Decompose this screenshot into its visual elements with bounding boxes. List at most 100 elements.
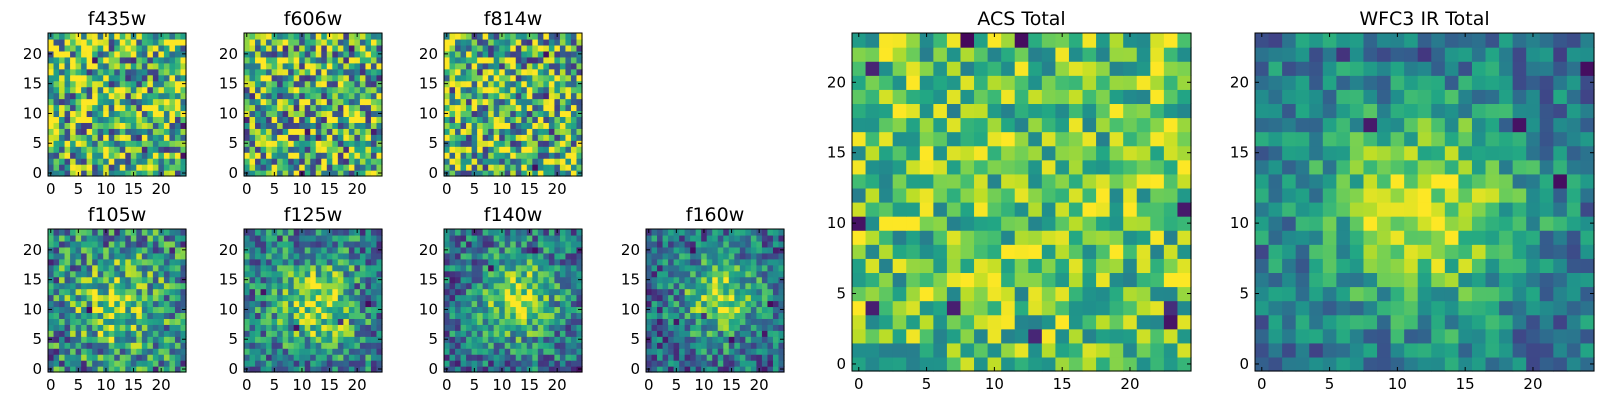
heatmap-cell: [516, 271, 522, 278]
heatmap-cell: [773, 253, 779, 260]
heatmap-cell: [114, 87, 120, 94]
heatmap-cell: [65, 164, 71, 171]
heatmap-cell: [554, 128, 560, 135]
heatmap-cell: [321, 277, 327, 284]
heatmap-cell: [455, 235, 461, 242]
heatmap-cell: [499, 51, 505, 58]
heatmap-cell: [477, 99, 483, 106]
heatmap-cell: [92, 146, 98, 153]
heatmap-cell: [466, 360, 472, 367]
heatmap-cell: [461, 235, 467, 242]
heatmap-cell: [87, 140, 93, 147]
heatmap-cell: [933, 357, 947, 372]
heatmap-cell: [707, 354, 713, 361]
heatmap-cell: [494, 146, 500, 153]
heatmap-cell: [483, 63, 489, 70]
heatmap-cell: [477, 301, 483, 308]
heatmap-cell: [960, 89, 974, 104]
heatmap-cell: [527, 75, 533, 82]
heatmap-cell: [499, 259, 505, 266]
heatmap-cell: [321, 81, 327, 88]
heatmap-cell: [1110, 146, 1124, 161]
heatmap-cell: [48, 164, 54, 171]
heatmap-cell: [1028, 329, 1042, 344]
heatmap-cell: [1164, 103, 1178, 118]
heatmap-cell: [543, 283, 549, 290]
heatmap-cell: [444, 324, 450, 331]
heatmap-cell: [712, 324, 718, 331]
heatmap-cell: [321, 342, 327, 349]
heatmap-cell: [538, 57, 544, 64]
heatmap-cell: [565, 146, 571, 153]
heatmap-cell: [147, 241, 153, 248]
heatmap-cell: [960, 75, 974, 90]
heatmap-cell: [1137, 357, 1151, 372]
heatmap-cell: [450, 318, 456, 325]
heatmap-cell: [294, 265, 300, 272]
heatmap-cell: [740, 324, 746, 331]
heatmap-cell: [499, 116, 505, 123]
heatmap-cell: [734, 289, 740, 296]
heatmap-cell: [483, 128, 489, 135]
heatmap-cell: [466, 259, 472, 266]
heatmap-cell: [466, 348, 472, 355]
heatmap-cell: [668, 247, 674, 254]
heatmap-cell: [488, 140, 494, 147]
heatmap-cell: [668, 241, 674, 248]
heatmap-cell: [852, 202, 866, 217]
heatmap-cell: [255, 247, 261, 254]
heatmap-cell: [272, 235, 278, 242]
heatmap-cell: [1083, 75, 1097, 90]
heatmap-cell: [510, 81, 516, 88]
heatmap-cell: [343, 301, 349, 308]
heatmap-cell: [554, 87, 560, 94]
heatmap-cell: [70, 93, 76, 100]
heatmap-cell: [48, 128, 54, 135]
heatmap-cell: [701, 295, 707, 302]
heatmap-cell: [169, 324, 175, 331]
heatmap-cell: [103, 99, 109, 106]
heatmap-cell: [444, 152, 450, 159]
heatmap-cell: [250, 164, 256, 171]
heatmap-cell: [158, 324, 164, 331]
heatmap-cell: [48, 360, 54, 367]
heatmap-cell: [571, 306, 577, 313]
heatmap-cell: [461, 289, 467, 296]
heatmap-cell: [444, 116, 450, 123]
heatmap-cell: [494, 51, 500, 58]
heatmap-cell: [327, 306, 333, 313]
heatmap-cell: [277, 45, 283, 52]
heatmap-cell: [164, 33, 170, 40]
heatmap-cell: [65, 360, 71, 367]
heatmap-cell: [371, 51, 377, 58]
heatmap-cell: [538, 235, 544, 242]
heatmap-cell: [164, 354, 170, 361]
heatmap-cell: [510, 69, 516, 76]
heatmap-cell: [70, 247, 76, 254]
heatmap-cell: [164, 259, 170, 266]
heatmap-cell: [696, 312, 702, 319]
heatmap-cell: [54, 342, 60, 349]
heatmap-cell: [494, 271, 500, 278]
heatmap-cell: [560, 360, 566, 367]
x-tick-label: 0: [46, 180, 56, 198]
heatmap-cell: [543, 99, 549, 106]
heatmap-cell: [125, 51, 131, 58]
heatmap-cell: [136, 283, 142, 290]
heatmap-cell: [76, 164, 82, 171]
heatmap-cell: [109, 140, 115, 147]
heatmap-cell: [505, 81, 511, 88]
heatmap-cell: [103, 253, 109, 260]
heatmap-cell: [255, 122, 261, 129]
heatmap-cell: [338, 265, 344, 272]
heatmap-cell: [657, 354, 663, 361]
heatmap-cell: [338, 324, 344, 331]
heatmap-cell: [164, 51, 170, 58]
heatmap-cell: [461, 99, 467, 106]
heatmap-cell: [494, 289, 500, 296]
heatmap-cell: [321, 93, 327, 100]
heatmap-cell: [158, 301, 164, 308]
heatmap-cell: [773, 360, 779, 367]
heatmap-cell: [690, 330, 696, 337]
